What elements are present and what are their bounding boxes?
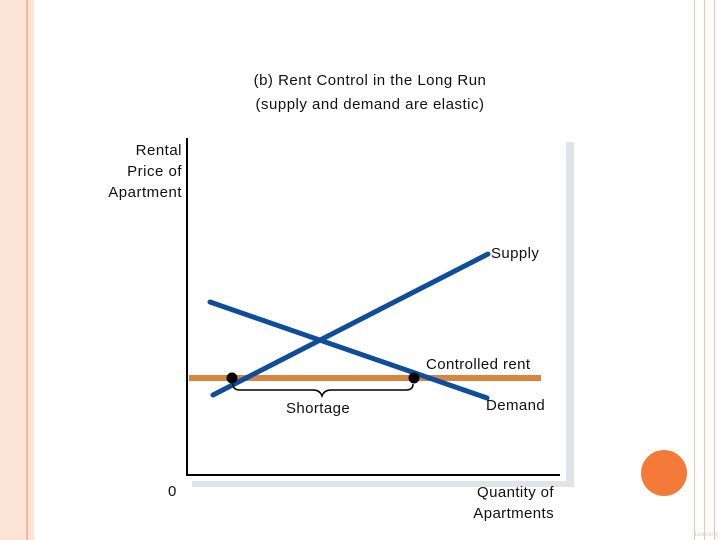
left-decorative-stripe [0,0,34,540]
corner-watermark-text: Learning [694,532,718,538]
quantity-supplied-point [226,372,238,384]
y-axis-label-line: Rental [135,142,182,159]
x-axis-label-line: Quantity of [477,484,554,501]
left-decorative-line [26,0,28,540]
controlled-rent-label: Controlled rent [426,356,531,373]
origin-label: 0 [168,483,177,500]
right-decorative-line [704,0,705,540]
x-axis-label-line: Apartments [473,505,554,522]
demand-label: Demand [486,397,546,414]
y-axis-label-line: Price of [127,163,182,180]
right-decorative-line [694,0,695,540]
supply-curve [210,251,491,398]
quantity-demanded-point [408,372,420,384]
y-axis-label: Rental Price of Apartment [90,140,182,203]
y-axis-label-line: Apartment [108,184,182,201]
x-axis-label: Quantity of Apartments [440,482,554,524]
figure-title-line2: (supply and demand are elastic) [255,96,485,113]
demand-curve [207,299,490,401]
shortage-brace [232,383,414,399]
supply-label: Supply [491,245,540,262]
right-decorative-line [714,0,715,540]
decorative-orange-circle [641,450,687,496]
figure-title-line1: (b) Rent Control in the Long Run [253,72,487,89]
shortage-label: Shortage [286,400,351,417]
